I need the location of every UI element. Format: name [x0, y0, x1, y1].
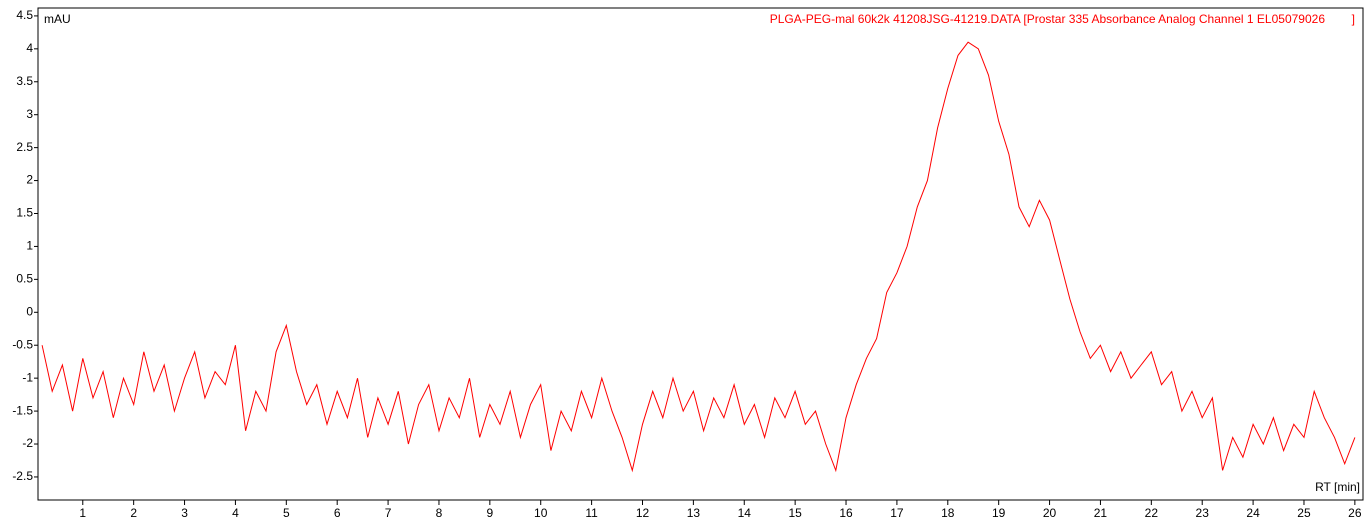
y-tick-label: 2.5: [16, 140, 33, 154]
x-tick-label: 15: [788, 506, 802, 520]
x-tick-label: 4: [232, 506, 239, 520]
x-tick-label: 17: [890, 506, 904, 520]
x-tick-label: 19: [992, 506, 1006, 520]
x-tick-label: 5: [283, 506, 290, 520]
y-tick-label: 0.5: [16, 272, 33, 286]
y-tick-label: 2: [26, 173, 33, 187]
x-tick-label: 12: [636, 506, 650, 520]
y-tick-label: -1: [22, 370, 33, 384]
x-tick-label: 9: [486, 506, 493, 520]
x-tick-label: 1: [79, 506, 86, 520]
x-tick-label: 18: [941, 506, 955, 520]
x-tick-label: 24: [1246, 506, 1260, 520]
x-tick-label: 22: [1145, 506, 1159, 520]
y-tick-label: -2: [22, 436, 33, 450]
x-tick-label: 20: [1043, 506, 1057, 520]
x-tick-label: 25: [1297, 506, 1311, 520]
plot-frame: [37, 7, 1364, 501]
y-tick-label: 0: [26, 304, 33, 318]
legend-entry: PLGA-PEG-mal 60k2k 41208JSG-41219.DATA […: [770, 12, 1355, 26]
y-tick-label: 3: [26, 107, 33, 121]
y-tick-label: -2.5: [12, 469, 33, 483]
x-tick-label: 16: [839, 506, 853, 520]
x-tick-label: 2: [130, 506, 137, 520]
y-tick-label: -0.5: [12, 337, 33, 351]
x-tick-label: 10: [534, 506, 548, 520]
x-tick-label: 6: [334, 506, 341, 520]
x-tick-label: 26: [1348, 506, 1362, 520]
x-tick-label: 11: [585, 506, 598, 520]
y-tick-label: 1: [26, 239, 33, 253]
x-tick-label: 8: [436, 506, 443, 520]
x-tick-label: 23: [1196, 506, 1210, 520]
x-tick-label: 7: [385, 506, 392, 520]
y-tick-label: -1.5: [12, 403, 33, 417]
x-tick-label: 13: [687, 506, 701, 520]
y-tick-label: 3.5: [16, 74, 33, 88]
y-tick-label: 4: [26, 41, 33, 55]
y-axis-label: mAU: [44, 12, 71, 26]
y-tick-label: 4.5: [16, 8, 33, 22]
x-tick-label: 21: [1094, 506, 1108, 520]
x-axis-label: RT [min]: [1315, 480, 1360, 494]
data-line: [41, 41, 1356, 473]
x-tick-label: 3: [181, 506, 188, 520]
y-tick-label: 1.5: [16, 206, 33, 220]
x-tick-label: 14: [738, 506, 752, 520]
